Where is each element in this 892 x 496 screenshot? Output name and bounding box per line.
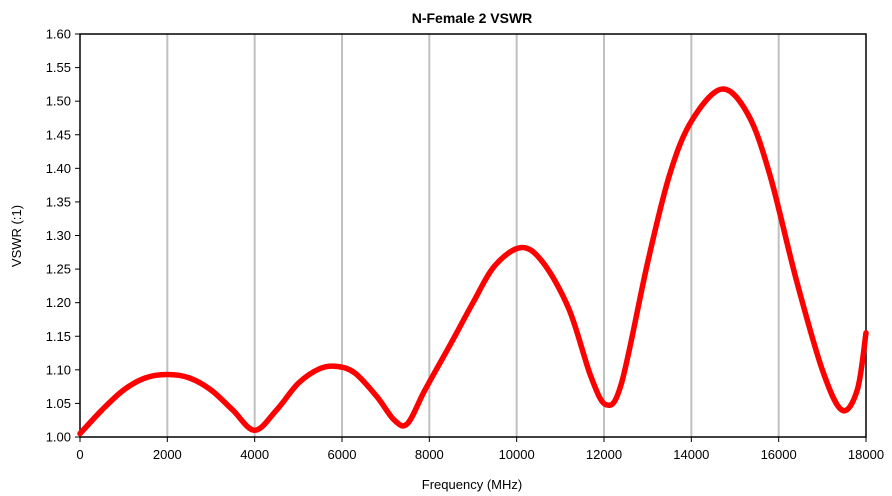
series-group [77,86,869,437]
y-tick-label: 1.30 [46,228,71,243]
x-tick-label: 14000 [673,447,709,462]
y-tick-label: 1.20 [46,295,71,310]
x-axis-ticks: 0 2000 4000 6000 8000 10000 12000 14000 16000 180… [76,437,884,462]
x-tick-label: 4000 [240,447,269,462]
grid-lines [166,34,780,437]
y-tick-label: 1.55 [46,60,71,75]
y-tick-label: 1.25 [46,262,71,277]
x-tick-label: 8000 [415,447,444,462]
x-tick-label: 12000 [586,447,622,462]
x-axis-label: Frequency (MHz) [422,477,522,492]
y-tick-label: 1.60 [46,27,71,42]
x-tick-label: 2000 [153,447,182,462]
chart-title: N-Female 2 VSWR [412,10,533,26]
y-axis-label: VSWR (:1) [9,205,24,267]
y-tick-label: 1.00 [46,430,71,445]
x-tick-label: 16000 [761,447,797,462]
y-tick-label: 1.50 [46,94,71,109]
y-tick-label: 1.05 [46,396,71,411]
y-axis-ticks: 1.00 1.05 1.10 1.15 1.20 1.25 1.30 1.35 1.40 1.45… [46,27,80,445]
y-tick-label: 1.10 [46,362,71,377]
y-tick-label: 1.35 [46,194,71,209]
x-tick-label: 0 [76,447,83,462]
x-tick-label: 6000 [328,447,357,462]
y-tick-label: 1.40 [46,161,71,176]
y-tick-label: 1.45 [46,127,71,142]
y-tick-label: 1.15 [46,329,71,344]
series-line [77,86,869,437]
plot-frame [79,33,867,438]
x-tick-label: 18000 [848,447,884,462]
x-tick-label: 10000 [499,447,535,462]
